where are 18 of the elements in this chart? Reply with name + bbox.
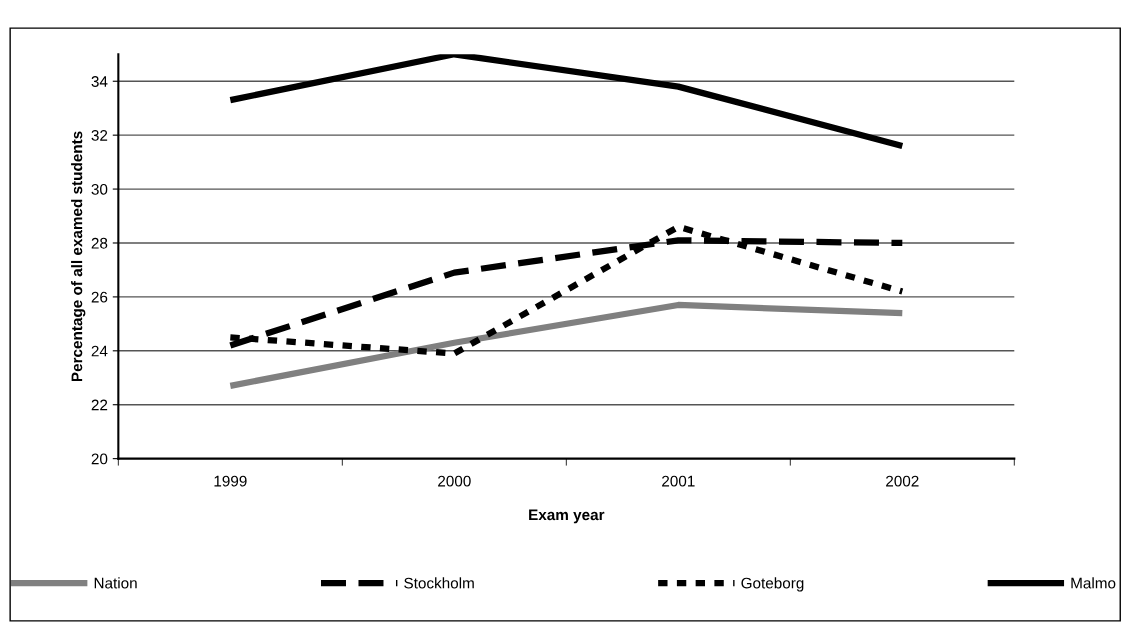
legend-label: Malmo: [1071, 577, 1116, 589]
x-tick-label: 1999: [214, 475, 247, 487]
y-axis-title: Percentage of all examed students: [71, 131, 86, 382]
y-tick-label: 28: [91, 237, 108, 249]
x-tick-label: 2001: [662, 475, 695, 487]
y-tick-label: 20: [91, 453, 108, 465]
legend-label: Stockholm: [404, 577, 474, 589]
y-tick-label: 30: [91, 183, 108, 195]
legend-label: Goteborg: [741, 577, 804, 592]
y-tick-label: 26: [91, 291, 108, 303]
legend-label: Nation: [94, 577, 137, 589]
y-tick-label: 22: [91, 399, 108, 411]
x-tick-label: 2002: [886, 475, 919, 487]
x-axis-title: Exam year: [529, 509, 605, 524]
y-tick-label: 32: [91, 130, 108, 141]
y-tick-label: 24: [91, 345, 108, 357]
y-tick-label: 34: [91, 76, 108, 87]
x-tick-label: 2000: [438, 475, 471, 487]
